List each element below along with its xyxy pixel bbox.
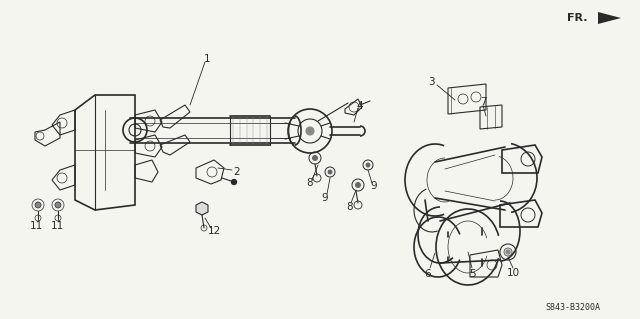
- Polygon shape: [598, 12, 621, 24]
- Text: 6: 6: [425, 269, 431, 279]
- Text: 12: 12: [207, 226, 221, 236]
- Text: S843-B3200A: S843-B3200A: [545, 302, 600, 311]
- Text: 8: 8: [307, 178, 314, 188]
- Circle shape: [506, 250, 510, 254]
- Text: 3: 3: [428, 77, 435, 87]
- Text: 8: 8: [347, 202, 353, 212]
- Text: 11: 11: [51, 221, 63, 231]
- Text: 5: 5: [468, 269, 476, 279]
- Text: 2: 2: [234, 167, 240, 177]
- Circle shape: [35, 202, 41, 208]
- Circle shape: [55, 202, 61, 208]
- Polygon shape: [196, 202, 208, 215]
- Circle shape: [232, 180, 237, 184]
- Text: FR.: FR.: [566, 13, 587, 23]
- Circle shape: [365, 162, 371, 167]
- Text: 1: 1: [204, 54, 211, 64]
- Text: 7: 7: [480, 97, 486, 107]
- Circle shape: [355, 182, 361, 188]
- Circle shape: [312, 155, 318, 161]
- Text: 9: 9: [322, 193, 328, 203]
- Text: 11: 11: [29, 221, 43, 231]
- Text: 9: 9: [371, 181, 378, 191]
- Text: 10: 10: [506, 268, 520, 278]
- Circle shape: [328, 169, 333, 174]
- Text: 4: 4: [356, 101, 364, 111]
- Circle shape: [306, 127, 314, 135]
